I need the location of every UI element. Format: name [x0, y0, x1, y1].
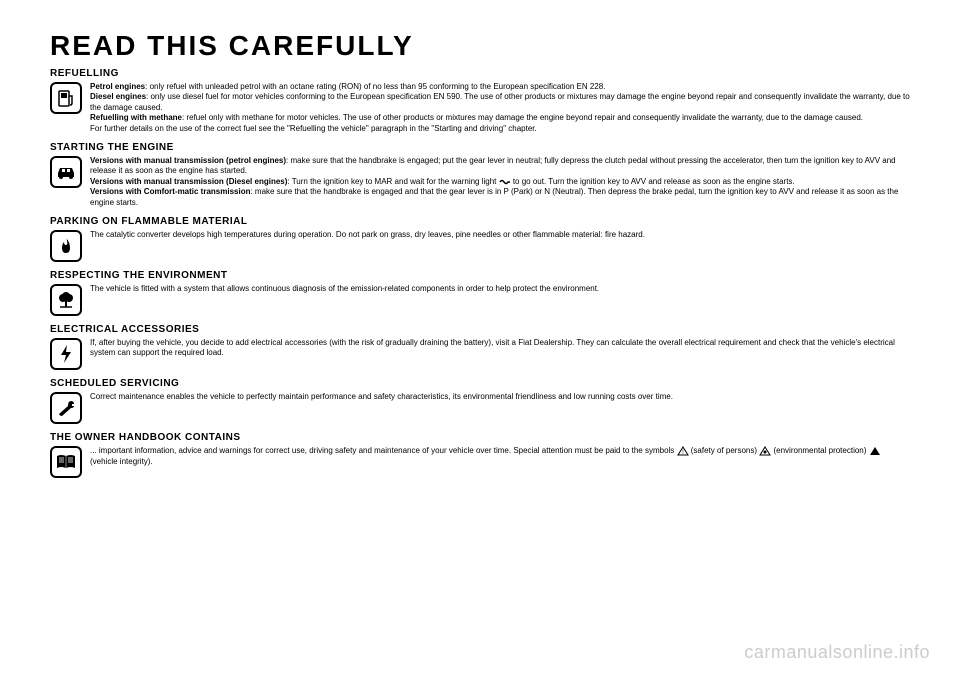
- main-title: READ THIS CAREFULLY: [50, 30, 910, 62]
- label-manual-diesel: Versions with manual transmission (Diese…: [90, 177, 287, 186]
- text-diesel: : only use diesel fuel for motor vehicle…: [90, 92, 910, 111]
- wrench-icon: [50, 392, 82, 424]
- text-starting: Versions with manual transmission (petro…: [90, 156, 910, 208]
- label-comfort: Versions with Comfort-matic transmission: [90, 187, 250, 196]
- label-manual-petrol: Versions with manual transmission (petro…: [90, 156, 286, 165]
- warning-triangle-car-icon: [869, 446, 881, 456]
- section-environment: RESPECTING THE ENVIRONMENT The vehicle i…: [50, 270, 910, 316]
- handbook-text4: (vehicle integrity).: [90, 457, 153, 466]
- text-environment: The vehicle is fitted with a system that…: [90, 284, 910, 294]
- text-methane: : refuel only with methane for motor veh…: [182, 113, 863, 122]
- label-methane: Refuelling with methane: [90, 113, 182, 122]
- body-starting: Versions with manual transmission (petro…: [50, 156, 910, 208]
- section-electrical: ELECTRICAL ACCESSORIES If, after buying …: [50, 324, 910, 370]
- handbook-text3: (environmental protection): [773, 446, 868, 455]
- label-diesel: Diesel engines: [90, 92, 146, 101]
- text-petrol: : only refuel with unleaded petrol with …: [145, 82, 605, 91]
- warning-triangle-env-icon: [759, 446, 771, 456]
- text-servicing: Correct maintenance enables the vehicle …: [90, 392, 910, 402]
- section-refuelling: REFUELLING Petrol engines: only refuel w…: [50, 68, 910, 134]
- heading-parking: PARKING ON FLAMMABLE MATERIAL: [50, 216, 910, 227]
- text-fuel-details: For further details on the use of the co…: [90, 124, 910, 134]
- glow-plug-icon: [499, 177, 511, 187]
- body-refuelling: Petrol engines: only refuel with unleade…: [50, 82, 910, 134]
- book-icon: [50, 446, 82, 478]
- heading-electrical: ELECTRICAL ACCESSORIES: [50, 324, 910, 335]
- section-starting: STARTING THE ENGINE Versions with manual…: [50, 142, 910, 208]
- tree-icon: [50, 284, 82, 316]
- handbook-text2: (safety of persons): [691, 446, 759, 455]
- heading-starting: STARTING THE ENGINE: [50, 142, 910, 153]
- section-parking: PARKING ON FLAMMABLE MATERIAL The cataly…: [50, 216, 910, 262]
- body-servicing: Correct maintenance enables the vehicle …: [50, 392, 910, 424]
- text-handbook: ... important information, advice and wa…: [90, 446, 910, 467]
- lightning-icon: [50, 338, 82, 370]
- heading-refuelling: REFUELLING: [50, 68, 910, 79]
- text-refuelling: Petrol engines: only refuel with unleade…: [90, 82, 910, 134]
- body-environment: The vehicle is fitted with a system that…: [50, 284, 910, 316]
- section-handbook: THE OWNER HANDBOOK CONTAINS ... importan…: [50, 432, 910, 478]
- label-petrol: Petrol engines: [90, 82, 145, 91]
- car-icon: [50, 156, 82, 188]
- body-parking: The catalytic converter develops high te…: [50, 230, 910, 262]
- fuel-pump-icon: [50, 82, 82, 114]
- body-electrical: If, after buying the vehicle, you decide…: [50, 338, 910, 370]
- page-content: READ THIS CAREFULLY REFUELLING Petrol en…: [0, 0, 960, 506]
- text-manual-diesel: : Turn the ignition key to MAR and wait …: [287, 177, 498, 186]
- handbook-text1: ... important information, advice and wa…: [90, 446, 677, 455]
- watermark: carmanualsonline.info: [744, 642, 930, 663]
- flame-icon: [50, 230, 82, 262]
- text-parking: The catalytic converter develops high te…: [90, 230, 910, 240]
- heading-environment: RESPECTING THE ENVIRONMENT: [50, 270, 910, 281]
- text-electrical: If, after buying the vehicle, you decide…: [90, 338, 910, 359]
- warning-triangle-icon: !: [677, 446, 689, 456]
- heading-handbook: THE OWNER HANDBOOK CONTAINS: [50, 432, 910, 443]
- text-manual-diesel2: to go out. Turn the ignition key to AVV …: [511, 177, 795, 186]
- body-handbook: ... important information, advice and wa…: [50, 446, 910, 478]
- section-servicing: SCHEDULED SERVICING Correct maintenance …: [50, 378, 910, 424]
- heading-servicing: SCHEDULED SERVICING: [50, 378, 910, 389]
